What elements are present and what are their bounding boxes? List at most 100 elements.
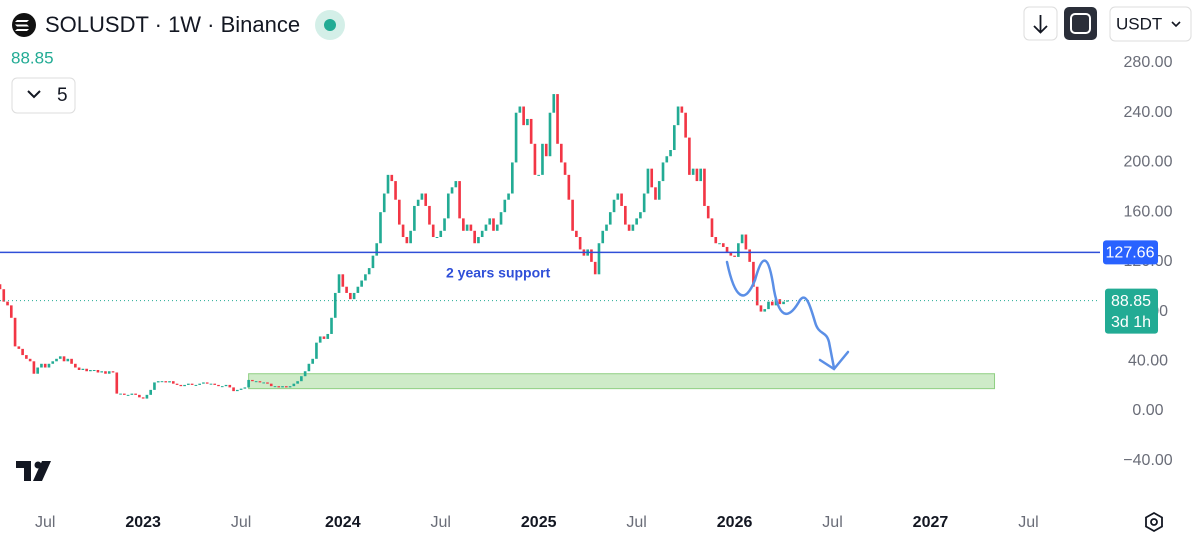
- indicators-toggle[interactable]: [11, 77, 76, 114]
- candle: [420, 193, 424, 200]
- projection-drawing: [725, 259, 836, 370]
- x-tick-label: 2024: [325, 514, 361, 531]
- candle: [526, 118, 529, 126]
- candle: [473, 230, 476, 244]
- chevron-icon: [1171, 21, 1181, 28]
- candle: [480, 230, 484, 238]
- x-tick-label: 2023: [125, 514, 161, 531]
- y-tick-label: 160.00: [1124, 203, 1173, 220]
- candle: [198, 383, 201, 385]
- candle: [669, 150, 672, 157]
- x-tick-label: Jul: [431, 514, 451, 531]
- candle: [307, 363, 311, 372]
- candle: [503, 199, 507, 213]
- candle: [752, 261, 755, 287]
- support-line-label-box: [1103, 240, 1158, 265]
- candle: [616, 193, 620, 200]
- candle: [281, 386, 284, 388]
- candle: [759, 305, 763, 312]
- symbol-icon-mark: [15, 20, 29, 31]
- candle: [273, 386, 277, 388]
- candle: [533, 143, 537, 175]
- candle: [228, 384, 232, 388]
- candle: [134, 393, 137, 395]
- candle: [371, 255, 375, 269]
- candle: [454, 181, 458, 188]
- candle: [21, 348, 24, 356]
- candle: [544, 143, 548, 157]
- candle: [439, 230, 443, 238]
- candle: [575, 230, 578, 238]
- candle: [292, 383, 296, 387]
- candle: [300, 376, 303, 382]
- candle: [676, 106, 680, 126]
- candle: [224, 384, 228, 387]
- candle: [405, 237, 409, 244]
- candle: [322, 336, 326, 339]
- candle: [428, 205, 431, 225]
- candle: [571, 199, 574, 231]
- candle: [763, 309, 767, 312]
- countdown-label: 3d 1h: [1111, 314, 1151, 331]
- x-tick-label: 2026: [717, 514, 753, 531]
- candle: [740, 234, 744, 244]
- candle: [688, 137, 691, 175]
- candle: [744, 234, 748, 250]
- x-tick-label: 2027: [913, 514, 949, 531]
- candle: [650, 168, 654, 188]
- candle: [6, 301, 9, 306]
- candle: [484, 224, 488, 231]
- candle: [77, 367, 81, 370]
- x-tick-label: Jul: [1018, 514, 1038, 531]
- candle: [104, 371, 107, 374]
- x-tick-label: Jul: [35, 514, 55, 531]
- candle: [66, 358, 70, 362]
- candle: [51, 361, 55, 364]
- candle: [511, 162, 514, 194]
- candle: [9, 305, 13, 318]
- candle: [96, 369, 100, 373]
- candle: [232, 387, 235, 392]
- candle: [382, 193, 386, 213]
- candle: [284, 386, 288, 388]
- tradingview-logo-dot: [34, 461, 42, 469]
- candle: [153, 382, 156, 390]
- candle: [424, 193, 428, 206]
- tradingview-logo: [16, 461, 51, 481]
- candle: [492, 218, 495, 231]
- candle: [277, 386, 281, 388]
- candle: [2, 289, 6, 302]
- candle: [397, 199, 401, 225]
- candle: [315, 342, 318, 359]
- candle: [209, 383, 213, 385]
- candle: [529, 118, 533, 144]
- indicator-count: 5: [57, 85, 68, 106]
- candle: [43, 363, 47, 368]
- fullscreen-button[interactable]: [1064, 7, 1097, 40]
- candle: [175, 383, 179, 385]
- candle: [443, 218, 446, 231]
- settings-button[interactable]: [1145, 511, 1163, 533]
- support-line-label: 127.66: [1106, 245, 1155, 262]
- candle: [620, 193, 623, 206]
- candle: [311, 358, 314, 364]
- candle: [47, 363, 51, 368]
- candle: [89, 369, 92, 372]
- candle: [119, 393, 122, 395]
- candle: [563, 162, 567, 175]
- candle: [552, 94, 556, 113]
- currency-selector[interactable]: [1109, 6, 1192, 42]
- support-zone: [248, 373, 996, 390]
- candle: [703, 168, 706, 206]
- candle: [296, 381, 299, 384]
- candle: [537, 174, 541, 176]
- candle: [729, 251, 733, 256]
- candle: [156, 381, 160, 383]
- candle: [58, 356, 62, 359]
- y-tick-label: 240.00: [1124, 104, 1173, 121]
- candle: [721, 243, 725, 247]
- candle: [514, 112, 518, 163]
- candle: [548, 112, 552, 157]
- candle: [288, 386, 292, 388]
